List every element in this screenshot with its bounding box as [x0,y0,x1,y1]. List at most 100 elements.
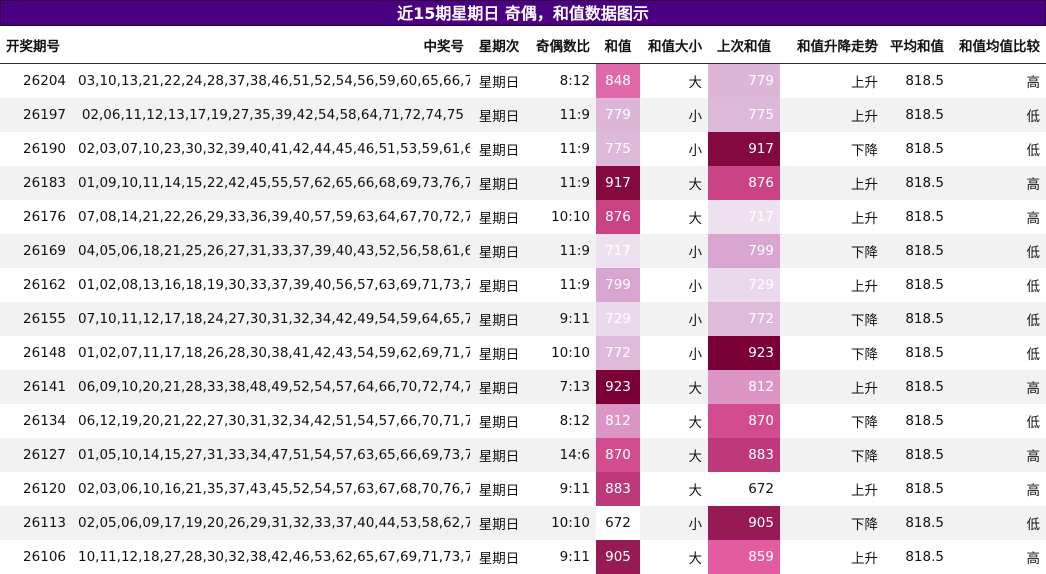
table-row: 26120 02,03,06,10,16,21,35,37,43,45,52,5… [0,472,1046,506]
col-header-avg[interactable]: 平均和值 [884,26,950,64]
cell-period: 26162 [23,277,66,293]
cell-numbers: 07,10,11,12,17,18,24,27,30,31,32,34,42,4… [72,302,470,336]
table-row: 26176 07,08,14,21,22,26,29,33,36,39,40,5… [0,200,1046,234]
cell-ratio: 7:13 [528,370,596,404]
cell-avg: 818.5 [905,141,944,157]
cell-period: 26204 [23,73,66,89]
col-header-numbers[interactable]: 中奖号 [72,26,470,64]
cell-sum: 729 [596,302,640,336]
cell-numbers: 07,08,14,21,22,26,29,33,36,39,40,57,59,6… [78,209,470,225]
cell-ratio: 11:9 [559,277,590,293]
cell-cmp: 低 [1026,279,1041,295]
cell-ratio: 9:11 [559,549,590,565]
header-row: 开奖期号 中奖号 星期次 奇偶数比 和值 和值大小 上次和值 和值升降走势 平均… [0,26,1046,64]
table-row: 26197 02,06,11,12,13,17,19,27,35,39,42,5… [0,98,1046,132]
table-row: 26113 02,05,06,09,17,19,20,26,29,31,32,3… [0,506,1046,540]
cell-avg: 818.5 [905,277,944,293]
cell-prev-sum: 729 [708,268,780,302]
cell-sum: 772 [596,336,640,370]
cell-numbers: 06,12,19,20,21,22,27,30,31,32,34,42,51,5… [78,413,470,429]
cell-avg: 818.5 [884,166,950,200]
cell-period: 26141 [0,370,72,404]
cell-weekday: 星期日 [478,143,520,159]
cell-sum: 812 [596,404,640,438]
cell-avg: 818.5 [905,481,944,497]
cell-period: 26134 [23,413,66,429]
cell-cmp: 高 [950,438,1046,472]
cell-size: 大 [688,483,703,499]
cell-weekday: 星期日 [478,347,520,363]
table-body: 26204 03,10,13,21,22,24,28,37,38,46,51,5… [0,63,1046,574]
cell-avg: 818.5 [884,438,950,472]
cell-prev-sum: 812 [708,370,780,404]
cell-ratio: 10:10 [551,345,590,361]
cell-prev-sum: 883 [708,438,780,472]
cell-trend: 上升 [780,98,884,132]
cell-numbers: 10,11,12,18,27,28,30,32,38,42,46,53,62,6… [78,549,470,565]
cell-cmp: 低 [950,506,1046,540]
cell-ratio: 11:9 [528,166,596,200]
table-row: 26183 01,09,10,11,14,15,22,42,45,55,57,6… [0,166,1046,200]
cell-cmp: 低 [950,98,1046,132]
cell-trend: 下降 [780,506,884,540]
cell-avg: 818.5 [884,98,950,132]
cell-numbers: 01,02,07,11,17,18,26,28,30,38,41,42,43,5… [78,345,470,361]
cell-prev-sum: 923 [708,336,780,370]
table-row: 26162 01,02,08,13,16,18,19,30,33,37,39,4… [0,268,1046,302]
cell-numbers: 01,05,10,14,15,27,31,33,34,47,51,54,57,6… [72,438,470,472]
cell-numbers: 02,06,11,12,13,17,19,27,35,39,42,54,58,6… [72,98,470,132]
cell-weekday: 星期日 [478,279,520,295]
cell-cmp: 高 [950,370,1046,404]
cell-trend: 上升 [851,75,878,91]
col-header-trend[interactable]: 和值升降走势 [780,26,884,64]
col-header-period[interactable]: 开奖期号 [0,26,72,64]
col-header-size[interactable]: 和值大小 [640,26,708,64]
cell-size: 小 [640,234,708,268]
cell-numbers: 03,10,13,21,22,24,28,37,38,46,51,52,54,5… [78,73,470,89]
cell-size: 小 [688,347,703,363]
cell-size: 大 [640,166,708,200]
cell-numbers: 02,05,06,09,17,19,20,26,29,31,32,33,37,4… [72,506,470,540]
cell-period: 26113 [0,506,72,540]
lottery-table: 开奖期号 中奖号 星期次 奇偶数比 和值 和值大小 上次和值 和值升降走势 平均… [0,26,1046,574]
col-header-sum[interactable]: 和值 [596,26,640,64]
col-header-cmp[interactable]: 和值均值比较 [950,26,1046,64]
table-row: 26155 07,10,11,12,17,18,24,27,30,31,32,3… [0,302,1046,336]
cell-numbers: 02,03,06,10,16,21,35,37,43,45,52,54,57,6… [78,481,470,497]
cell-sum: 775 [596,132,640,166]
cell-trend: 下降 [780,438,884,472]
cell-numbers: 04,05,06,18,21,25,26,27,31,33,37,39,40,4… [72,234,470,268]
cell-size: 小 [640,98,708,132]
table-row: 26134 06,12,19,20,21,22,27,30,31,32,34,4… [0,404,1046,438]
cell-cmp: 低 [950,234,1046,268]
cell-period: 26169 [0,234,72,268]
cell-ratio: 11:9 [528,234,596,268]
cell-sum: 923 [596,370,640,404]
cell-prev-sum: 870 [708,404,780,438]
cell-size: 小 [640,506,708,540]
cell-ratio: 14:6 [528,438,596,472]
col-header-prev-sum[interactable]: 上次和值 [708,26,780,64]
cell-prev-sum: 775 [708,98,780,132]
cell-avg: 818.5 [884,234,950,268]
cell-prev-sum: 799 [708,234,780,268]
cell-period: 26155 [0,302,72,336]
col-header-ratio[interactable]: 奇偶数比 [528,26,596,64]
cell-ratio: 8:12 [559,413,590,429]
cell-prev-sum: 859 [708,540,780,574]
cell-trend: 下降 [851,415,878,431]
cell-avg: 818.5 [905,549,944,565]
cell-size: 小 [688,279,703,295]
cell-sum: 799 [596,268,640,302]
cell-prev-sum: 917 [708,132,780,166]
cell-weekday: 星期日 [478,415,520,431]
table-row: 26169 04,05,06,18,21,25,26,27,31,33,37,3… [0,234,1046,268]
cell-trend: 上升 [851,279,878,295]
cell-size: 大 [640,370,708,404]
table-row: 26190 02,03,07,10,23,30,32,39,40,41,42,4… [0,132,1046,166]
cell-sum: 883 [596,472,640,506]
col-header-weekday[interactable]: 星期次 [470,26,528,64]
cell-trend: 上升 [851,551,878,567]
cell-size: 大 [640,438,708,472]
cell-period: 26120 [23,481,66,497]
